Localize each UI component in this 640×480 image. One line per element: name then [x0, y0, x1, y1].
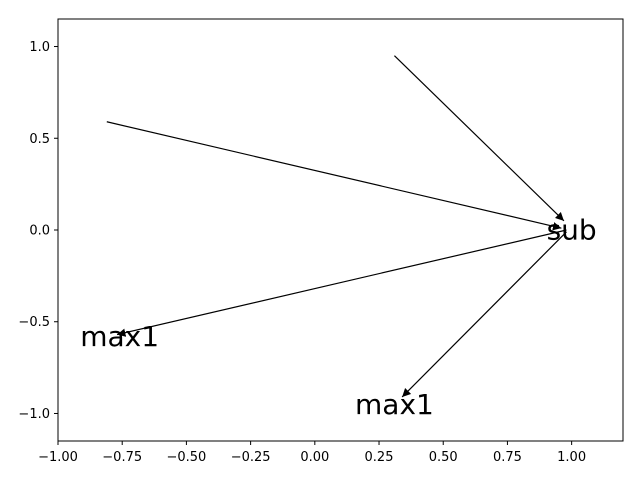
node-label-max1_a: max1: [80, 320, 159, 353]
x-tick-label: 0.25: [365, 450, 394, 465]
x-tick-label: 1.00: [557, 450, 586, 465]
edge-arrow: [106, 121, 562, 231]
x-tick-label: −0.25: [231, 450, 271, 465]
y-tick-label: −1.0: [18, 407, 50, 422]
x-tick-label: −0.75: [102, 450, 142, 465]
node-label-sub: sub: [547, 214, 597, 247]
y-tick-label: 0.5: [29, 132, 50, 147]
edge-arrow: [394, 55, 565, 222]
edge-arrow: [116, 229, 567, 337]
x-tick-label: −1.00: [38, 450, 78, 465]
x-tick-label: 0.00: [300, 450, 329, 465]
x-tick-label: 0.50: [429, 450, 458, 465]
node-labels: sub max1 max1: [80, 214, 596, 421]
y-tick-label: −0.5: [18, 315, 50, 330]
x-tick-label: 0.75: [493, 450, 522, 465]
y-axis-ticks: 1.0 0.5 0.0 −0.5 −1.0: [18, 40, 58, 422]
y-tick-label: 1.0: [29, 40, 50, 55]
y-tick-label: 0.0: [29, 224, 50, 239]
edge-arrow: [401, 231, 567, 398]
node-label-max1_b: max1: [355, 388, 434, 421]
x-axis-ticks: −1.00 −0.75 −0.50 −0.25 0.00 0.25 0.50 0.75 1.00: [38, 441, 586, 465]
axes-frame: [57, 18, 624, 442]
x-tick-label: −0.50: [166, 450, 206, 465]
edges: [106, 55, 567, 398]
